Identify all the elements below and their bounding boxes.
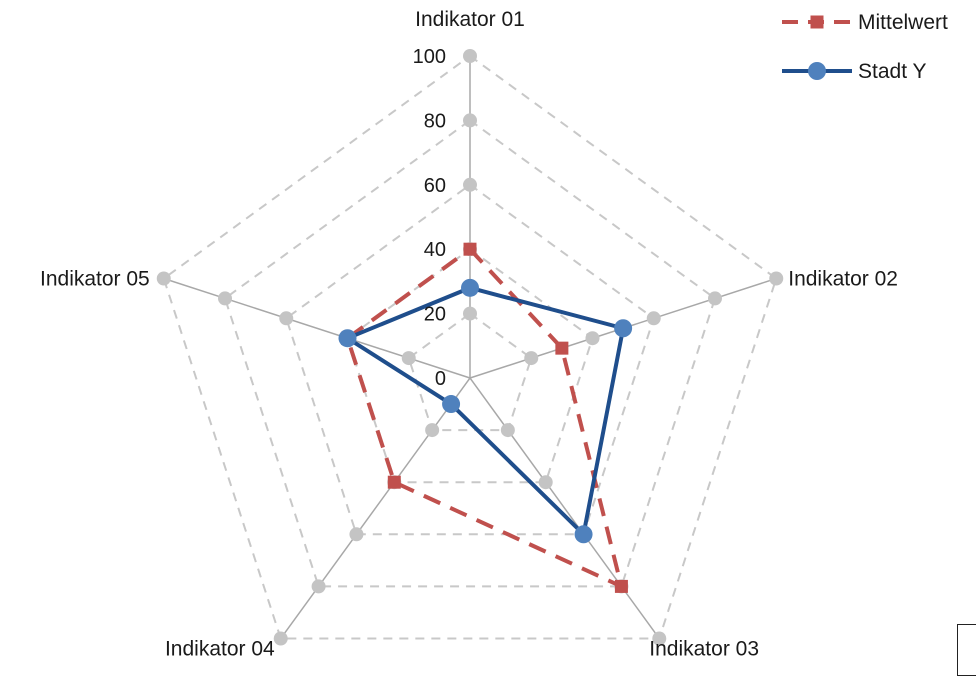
legend-marker: [810, 15, 824, 29]
tick-label: 0: [435, 368, 446, 390]
grid-tick-marker: [156, 271, 171, 286]
data-point: [442, 395, 461, 414]
grid-ring-40: [346, 247, 594, 484]
spoke-3: [469, 377, 660, 639]
data-point: [614, 579, 628, 593]
series-line-1: [345, 247, 624, 589]
axis-label-2: Indikator 02: [788, 267, 898, 290]
grid-tick-marker: [401, 351, 416, 366]
data-point: [463, 242, 477, 256]
data-point: [387, 475, 401, 489]
radar-grid: [162, 54, 778, 640]
grid-tick-marker: [279, 311, 294, 326]
tick-label: 80: [424, 110, 446, 132]
series-line-2: [345, 285, 626, 537]
grid-tick-marker: [273, 631, 288, 646]
radar-tick-labels: 0 20 40 60 80 100: [413, 46, 446, 390]
grid-tick-marker: [463, 177, 477, 192]
data-point: [555, 341, 569, 355]
grid-tick-marker: [463, 306, 477, 321]
axis-label-5: Indikator 05: [40, 267, 150, 290]
tick-label: 20: [424, 304, 446, 326]
radar-axes: [156, 49, 784, 646]
axis-label-4: Indikator 04: [165, 638, 275, 661]
grid-tick-marker: [524, 351, 539, 366]
grid-tick-marker: [425, 423, 440, 438]
grid-tick-marker: [218, 291, 233, 306]
grid-tick-marker: [463, 113, 477, 128]
legend-label: Stadt Y: [858, 60, 927, 83]
grid-ring-80: [223, 119, 717, 588]
grid-tick-marker: [646, 311, 661, 326]
grid-tick-marker: [538, 475, 553, 490]
axis-label-3: Indikator 03: [649, 638, 759, 661]
legend-label: Mittelwert: [858, 11, 948, 34]
spoke-5: [163, 277, 471, 379]
legend: Mittelwert Stadt Y: [782, 11, 948, 83]
data-point: [574, 525, 593, 544]
tick-label: 100: [413, 46, 446, 68]
grid-ring-60: [285, 183, 655, 536]
radar-axis-labels: Indikator 01 Indikator 02 Indikator 03 Indi…: [40, 8, 898, 661]
axis-label-1: Indikator 01: [415, 8, 525, 31]
data-point: [461, 278, 479, 297]
spoke-4: [280, 377, 471, 639]
legend-marker: [808, 62, 826, 80]
grid-tick-marker: [311, 579, 326, 594]
grid-ring-100: [162, 54, 778, 640]
grid-tick-marker: [769, 271, 784, 286]
radar-series: [338, 242, 633, 593]
grid-tick-marker: [585, 331, 600, 346]
tick-label: 40: [424, 239, 446, 261]
tick-label: 60: [424, 175, 446, 197]
grid-tick-marker: [349, 527, 364, 542]
grid-tick-marker: [463, 49, 477, 63]
data-point: [614, 319, 633, 338]
corner-box: [957, 624, 976, 676]
data-point: [338, 329, 357, 348]
grid-tick-marker: [707, 291, 722, 306]
grid-tick-marker: [500, 423, 515, 438]
grid-tick-marker: [652, 631, 667, 646]
